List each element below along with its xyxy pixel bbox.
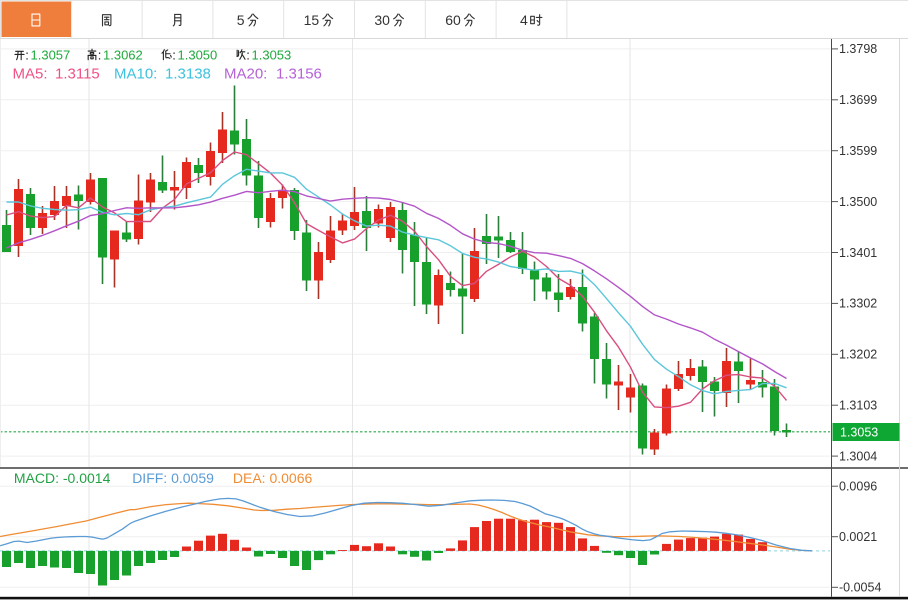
svg-text:1.3053: 1.3053 bbox=[840, 426, 878, 440]
svg-text:1.3138: 1.3138 bbox=[165, 66, 211, 83]
svg-text:MA20:: MA20: bbox=[224, 66, 267, 83]
svg-text:1.3302: 1.3302 bbox=[839, 297, 877, 311]
svg-text:1.3156: 1.3156 bbox=[276, 66, 322, 83]
svg-text:1.3599: 1.3599 bbox=[839, 144, 877, 158]
svg-text::: : bbox=[172, 48, 176, 63]
svg-text:1.3062: 1.3062 bbox=[103, 48, 143, 63]
svg-text:1.3103: 1.3103 bbox=[839, 399, 877, 413]
svg-text:DEA: 0.0066: DEA: 0.0066 bbox=[233, 470, 313, 486]
svg-text:1.3115: 1.3115 bbox=[55, 66, 100, 83]
svg-text:1.3053: 1.3053 bbox=[252, 48, 292, 63]
svg-text:4: 4 bbox=[520, 12, 528, 28]
svg-text:1.3500: 1.3500 bbox=[839, 195, 877, 209]
svg-text:1.3401: 1.3401 bbox=[839, 246, 877, 260]
svg-text::: : bbox=[98, 48, 102, 63]
svg-text:1.3004: 1.3004 bbox=[839, 449, 877, 463]
svg-text:1.3699: 1.3699 bbox=[839, 93, 877, 107]
svg-text:15: 15 bbox=[304, 12, 320, 28]
svg-text:1.3202: 1.3202 bbox=[839, 348, 877, 362]
svg-text:-0.0054: -0.0054 bbox=[839, 581, 881, 595]
svg-text::: : bbox=[25, 48, 29, 63]
svg-text:1.3050: 1.3050 bbox=[178, 48, 218, 63]
svg-text:MA10:: MA10: bbox=[114, 66, 157, 83]
svg-text:MACD: -0.0014: MACD: -0.0014 bbox=[14, 470, 111, 486]
svg-text:DIFF: 0.0059: DIFF: 0.0059 bbox=[132, 470, 214, 486]
svg-text:30: 30 bbox=[374, 12, 390, 28]
svg-text:0.0021: 0.0021 bbox=[839, 530, 877, 544]
svg-text:60: 60 bbox=[445, 12, 461, 28]
svg-text:1.3798: 1.3798 bbox=[839, 42, 877, 56]
svg-text::: : bbox=[246, 48, 250, 63]
svg-text:5: 5 bbox=[237, 12, 245, 28]
svg-text:0.0096: 0.0096 bbox=[839, 480, 877, 494]
svg-text:1.3057: 1.3057 bbox=[31, 48, 71, 63]
svg-text:MA5:: MA5: bbox=[13, 66, 48, 83]
